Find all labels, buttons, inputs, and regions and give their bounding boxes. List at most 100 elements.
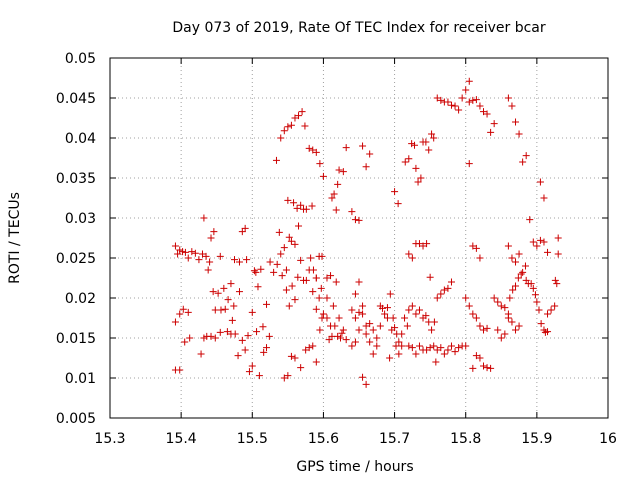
data-point — [476, 254, 484, 262]
data-point — [305, 144, 313, 152]
data-point — [280, 244, 288, 252]
data-point — [231, 256, 238, 264]
data-point — [298, 108, 306, 116]
data-point — [308, 202, 316, 210]
data-point — [369, 326, 377, 334]
y-tick-label: 0.05 — [65, 51, 96, 67]
data-point — [433, 294, 441, 302]
data-point — [472, 314, 480, 322]
data-point — [437, 344, 445, 352]
data-point — [433, 346, 441, 354]
data-point — [312, 305, 320, 313]
x-tick-label: 15.8 — [450, 431, 481, 447]
data-point — [544, 310, 552, 318]
data-point — [171, 242, 179, 250]
data-point — [297, 256, 305, 264]
data-point — [273, 260, 281, 268]
data-point — [426, 273, 434, 281]
y-tick-label: 0.035 — [56, 171, 96, 187]
data-point — [401, 158, 409, 166]
data-point — [455, 106, 463, 114]
data-point — [312, 274, 320, 282]
data-point — [191, 249, 199, 257]
data-point — [234, 352, 242, 360]
data-point — [282, 266, 290, 274]
data-point — [519, 158, 527, 166]
data-point — [323, 314, 331, 322]
data-point — [469, 242, 477, 250]
data-point — [458, 94, 466, 102]
data-point — [260, 348, 268, 356]
y-tick-label: 0.04 — [65, 131, 96, 147]
data-point — [386, 290, 394, 298]
data-point — [501, 304, 509, 312]
data-point — [405, 250, 413, 258]
data-point — [309, 146, 317, 154]
data-point — [490, 120, 498, 128]
data-point — [294, 273, 302, 281]
data-point — [291, 240, 299, 248]
data-point — [309, 342, 317, 350]
data-point — [447, 342, 455, 350]
data-point — [280, 374, 288, 382]
data-point — [254, 283, 262, 291]
data-point — [533, 298, 541, 306]
data-point — [391, 324, 399, 332]
data-point — [259, 323, 267, 331]
data-point — [472, 244, 480, 252]
data-point — [405, 155, 413, 163]
data-point — [437, 96, 445, 104]
data-point — [415, 342, 423, 350]
data-point — [207, 234, 215, 242]
data-point — [551, 302, 559, 310]
data-point — [332, 206, 340, 214]
data-point — [465, 160, 473, 168]
data-point — [506, 294, 514, 302]
y-tick-label: 0.025 — [56, 251, 96, 267]
data-point — [248, 362, 256, 370]
data-point — [174, 250, 182, 258]
grid-lines — [110, 58, 608, 418]
data-point — [512, 118, 520, 126]
data-point — [291, 354, 299, 362]
data-point — [383, 304, 391, 312]
data-point — [395, 350, 403, 358]
data-point — [319, 172, 327, 180]
data-point — [401, 314, 409, 322]
data-point — [480, 108, 487, 116]
data-point — [241, 224, 249, 232]
data-point — [285, 233, 293, 241]
data-point — [309, 288, 317, 296]
data-point — [339, 168, 347, 176]
data-point — [257, 265, 265, 273]
data-point — [278, 272, 286, 280]
data-point — [317, 284, 325, 292]
data-point — [275, 228, 283, 236]
data-point — [209, 288, 217, 296]
data-point — [195, 256, 203, 264]
data-point — [181, 248, 189, 256]
data-point — [241, 346, 249, 354]
data-point — [220, 284, 228, 292]
data-point — [250, 267, 258, 275]
data-point — [355, 308, 363, 316]
data-point — [440, 350, 448, 358]
y-axis-tick-labels: 0.005 0.01 0.015 0.02 0.025 0.03 0.035 0.04 0.04… — [56, 51, 96, 427]
data-point — [494, 298, 502, 306]
data-point — [355, 278, 363, 286]
data-point — [373, 342, 381, 350]
data-point — [451, 102, 459, 110]
x-tick-label: 15.4 — [166, 431, 197, 447]
data-point — [287, 121, 295, 129]
data-point — [238, 228, 246, 236]
data-point — [412, 350, 420, 358]
data-point — [270, 268, 278, 276]
data-point — [235, 258, 243, 266]
data-point — [462, 86, 470, 94]
data-point — [334, 180, 342, 188]
data-point — [428, 130, 436, 138]
data-points — [171, 77, 562, 388]
data-point — [369, 350, 377, 358]
data-point — [509, 286, 517, 294]
data-point — [186, 334, 194, 342]
